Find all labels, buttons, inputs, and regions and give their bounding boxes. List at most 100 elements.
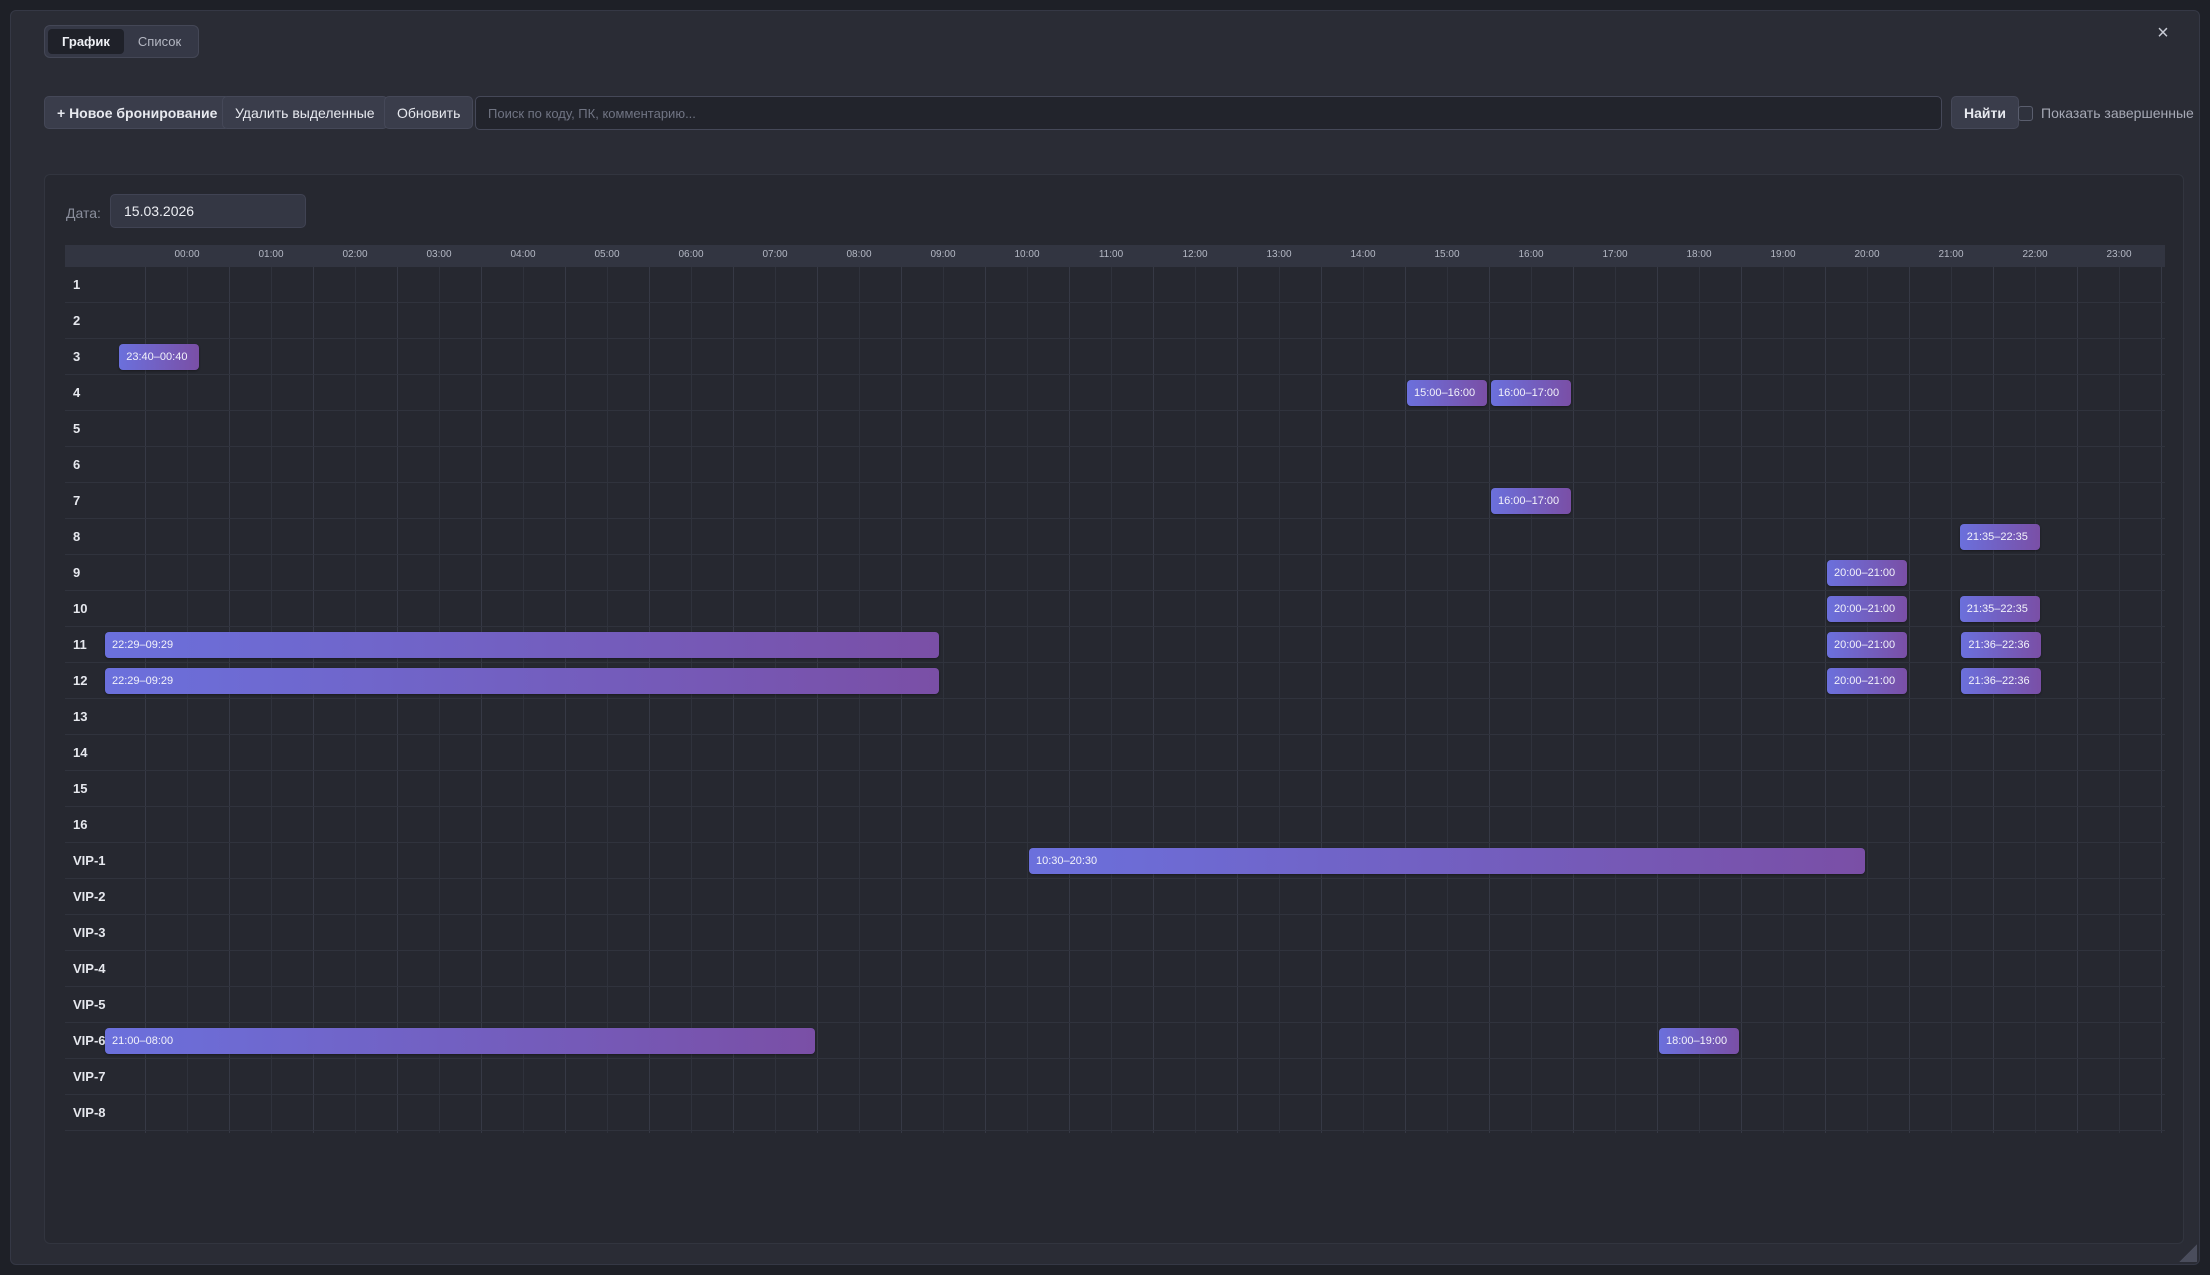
resize-handle[interactable] bbox=[2179, 1244, 2197, 1262]
grid-line bbox=[1195, 267, 1196, 1133]
grid-line bbox=[2035, 267, 2036, 1133]
booking-window: График Список × + Новое бронирование Удал… bbox=[10, 10, 2200, 1265]
booking-bar[interactable]: 16:00–17:00 bbox=[1491, 380, 1571, 406]
show-completed-checkbox[interactable] bbox=[2018, 105, 2033, 121]
search-input[interactable] bbox=[475, 96, 1942, 130]
grid-line bbox=[229, 267, 230, 1133]
schedule-row[interactable]: 15 bbox=[65, 771, 2165, 807]
schedule-row[interactable]: VIP-7 bbox=[65, 1059, 2165, 1095]
schedule-row[interactable]: 13 bbox=[65, 699, 2165, 735]
hour-label: 20:00 bbox=[1854, 249, 1880, 260]
schedule-row[interactable]: VIP-2 bbox=[65, 879, 2165, 915]
booking-bar[interactable]: 20:00–21:00 bbox=[1827, 596, 1907, 622]
booking-bar[interactable]: 20:00–21:00 bbox=[1827, 668, 1907, 694]
schedule-row[interactable]: 5 bbox=[65, 411, 2165, 447]
tab-1[interactable]: Список bbox=[137, 34, 182, 49]
schedule-row[interactable]: VIP-4 bbox=[65, 951, 2165, 987]
booking-bar[interactable]: 21:36–22:36 bbox=[1961, 668, 2042, 694]
grid-line bbox=[1027, 267, 1028, 1133]
booking-bar[interactable]: 10:30–20:30 bbox=[1029, 848, 1865, 874]
row-label: 13 bbox=[73, 709, 88, 724]
grid-line bbox=[1069, 267, 1070, 1133]
booking-bar[interactable]: 22:29–09:29 bbox=[105, 632, 940, 658]
hour-label: 15:00 bbox=[1434, 249, 1460, 260]
schedule-row[interactable]: VIP-5 bbox=[65, 987, 2165, 1023]
booking-bar[interactable]: 21:36–22:36 bbox=[1961, 632, 2042, 658]
booking-bar[interactable]: 21:35–22:35 bbox=[1959, 524, 2040, 550]
booking-bar[interactable]: 16:00–17:00 bbox=[1491, 488, 1571, 514]
grid-line bbox=[691, 267, 692, 1133]
grid-line bbox=[1573, 267, 1574, 1133]
grid-line bbox=[523, 267, 524, 1133]
row-label: 10 bbox=[73, 601, 88, 616]
schedule-row[interactable]: 3 bbox=[65, 339, 2165, 375]
schedule-row[interactable]: 8 bbox=[65, 519, 2165, 555]
show-completed-toggle[interactable]: Показать завершенные bbox=[2018, 105, 2194, 121]
refresh-button[interactable]: Обновить bbox=[384, 96, 474, 129]
row-label: VIP-2 bbox=[73, 889, 106, 904]
schedule-row[interactable]: 1 bbox=[65, 267, 2165, 303]
booking-bar[interactable]: 20:00–21:00 bbox=[1827, 560, 1907, 586]
schedule-row[interactable]: 2 bbox=[65, 303, 2165, 339]
grid-line bbox=[733, 267, 734, 1133]
hour-label: 09:00 bbox=[930, 249, 956, 260]
hours-header: 00:00 01:00 02:00 03:00 04:00 05:00 06:00 07:00… bbox=[65, 245, 2165, 267]
hour-label: 08:00 bbox=[846, 249, 872, 260]
schedule-row[interactable]: 14 bbox=[65, 735, 2165, 771]
booking-bar[interactable]: 22:29–09:29 bbox=[105, 668, 940, 694]
grid-line bbox=[1615, 267, 1616, 1133]
grid-line bbox=[2161, 267, 2162, 1133]
booking-bar[interactable]: 23:40–00:40 bbox=[119, 344, 200, 370]
grid-line bbox=[985, 267, 986, 1133]
grid-line bbox=[271, 267, 272, 1133]
schedule-row[interactable]: 7 bbox=[65, 483, 2165, 519]
booking-bar[interactable]: 21:00–08:00 bbox=[105, 1028, 815, 1054]
grid-line bbox=[817, 267, 818, 1133]
grid-line bbox=[1699, 267, 1700, 1133]
grid-line bbox=[1531, 267, 1532, 1133]
row-label: 2 bbox=[73, 313, 81, 328]
schedule-row[interactable]: VIP-3 bbox=[65, 915, 2165, 951]
hour-label: 07:00 bbox=[762, 249, 788, 260]
schedule-row[interactable]: 6 bbox=[65, 447, 2165, 483]
grid-line bbox=[607, 267, 608, 1133]
schedule-row[interactable]: 12 bbox=[65, 663, 2165, 699]
schedule-row[interactable]: 16 bbox=[65, 807, 2165, 843]
hour-label: 00:00 bbox=[174, 249, 200, 260]
schedule-row[interactable]: 9 bbox=[65, 555, 2165, 591]
close-icon[interactable]: × bbox=[2157, 22, 2169, 44]
schedule-row[interactable]: VIP-1 bbox=[65, 843, 2165, 879]
schedule-row[interactable]: VIP-6 bbox=[65, 1023, 2165, 1059]
grid-line bbox=[1237, 267, 1238, 1133]
booking-bar[interactable]: 18:00–19:00 bbox=[1659, 1028, 1739, 1054]
booking-bar[interactable]: 20:00–21:00 bbox=[1827, 632, 1907, 658]
hour-label: 05:00 bbox=[594, 249, 620, 260]
hour-label: 04:00 bbox=[510, 249, 536, 260]
schedule-row[interactable]: 10 bbox=[65, 591, 2165, 627]
tab-0[interactable]: График bbox=[48, 29, 124, 54]
booking-bar[interactable]: 15:00–16:00 bbox=[1407, 380, 1487, 406]
row-label: 12 bbox=[73, 673, 88, 688]
schedule-row[interactable]: VIP-8 bbox=[65, 1095, 2165, 1131]
grid-line bbox=[1993, 267, 1994, 1133]
grid-line bbox=[397, 267, 398, 1133]
hour-label: 14:00 bbox=[1350, 249, 1376, 260]
hour-label: 03:00 bbox=[426, 249, 452, 260]
new-booking-button[interactable]: + Новое бронирование bbox=[44, 96, 231, 129]
grid-line bbox=[1867, 267, 1868, 1133]
grid-line bbox=[1363, 267, 1364, 1133]
schedule-row[interactable]: 11 bbox=[65, 627, 2165, 663]
row-label: 16 bbox=[73, 817, 88, 832]
row-label: VIP-6 bbox=[73, 1033, 106, 1048]
grid-line bbox=[439, 267, 440, 1133]
view-tabs: График Список bbox=[44, 25, 200, 58]
grid-line bbox=[2119, 267, 2120, 1133]
row-label: 15 bbox=[73, 781, 88, 796]
date-field[interactable]: 15.03.2026 bbox=[110, 194, 306, 228]
hour-label: 02:00 bbox=[342, 249, 368, 260]
booking-bar[interactable]: 21:35–22:35 bbox=[1959, 596, 2040, 622]
delete-selected-button[interactable]: Удалить выделенные bbox=[222, 96, 388, 129]
schedule-row[interactable]: 4 bbox=[65, 375, 2165, 411]
row-label: VIP-3 bbox=[73, 925, 106, 940]
find-button[interactable]: Найти bbox=[1951, 96, 2019, 129]
